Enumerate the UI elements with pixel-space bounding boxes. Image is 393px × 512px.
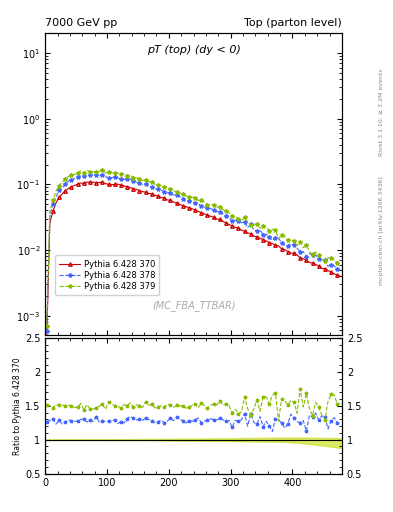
Pythia 6.428 370 <box>174 200 179 206</box>
Line: Pythia 6.428 370: Pythia 6.428 370 <box>45 180 342 339</box>
Pythia 6.428 379 <box>174 188 179 195</box>
Pythia 6.428 379 <box>84 167 89 174</box>
Pythia 6.428 378 <box>316 255 321 262</box>
Pythia 6.428 370 <box>84 179 89 185</box>
Pythia 6.428 379 <box>205 202 210 208</box>
Pythia 6.428 379 <box>44 323 49 329</box>
Pythia 6.428 378 <box>174 192 179 198</box>
Pythia 6.428 370 <box>205 212 210 219</box>
Pythia 6.428 378 <box>205 205 210 211</box>
Pythia 6.428 378 <box>94 172 99 178</box>
Text: Rivet 3.1.10, ≥ 3.2M events: Rivet 3.1.10, ≥ 3.2M events <box>379 69 384 157</box>
Pythia 6.428 370 <box>316 263 321 269</box>
Y-axis label: Ratio to Pythia 6.428 370: Ratio to Pythia 6.428 370 <box>13 357 22 455</box>
Text: Top (parton level): Top (parton level) <box>244 18 342 28</box>
Line: Pythia 6.428 378: Pythia 6.428 378 <box>45 173 342 333</box>
Text: mcplots.cern.ch [arXiv:1306.3436]: mcplots.cern.ch [arXiv:1306.3436] <box>379 176 384 285</box>
Pythia 6.428 379 <box>196 198 200 204</box>
Pythia 6.428 378 <box>196 200 200 206</box>
Text: 7000 GeV pp: 7000 GeV pp <box>45 18 118 28</box>
Text: (MC_FBA_TTBAR): (MC_FBA_TTBAR) <box>152 300 235 311</box>
Pythia 6.428 370 <box>44 335 49 341</box>
Pythia 6.428 370 <box>131 186 136 192</box>
Pythia 6.428 379 <box>131 175 136 181</box>
Pythia 6.428 378 <box>44 328 49 334</box>
Pythia 6.428 370 <box>196 208 200 215</box>
Text: pT (top) (dy < 0): pT (top) (dy < 0) <box>147 46 241 55</box>
Line: Pythia 6.428 379: Pythia 6.428 379 <box>45 168 342 328</box>
Pythia 6.428 379 <box>338 261 343 267</box>
Pythia 6.428 378 <box>131 178 136 184</box>
Pythia 6.428 370 <box>338 273 343 280</box>
Pythia 6.428 378 <box>84 173 89 179</box>
Pythia 6.428 379 <box>100 167 105 173</box>
Pythia 6.428 379 <box>316 252 321 258</box>
Legend: Pythia 6.428 370, Pythia 6.428 378, Pythia 6.428 379: Pythia 6.428 370, Pythia 6.428 378, Pyth… <box>55 255 159 295</box>
Pythia 6.428 370 <box>91 179 95 185</box>
Pythia 6.428 378 <box>338 267 343 273</box>
